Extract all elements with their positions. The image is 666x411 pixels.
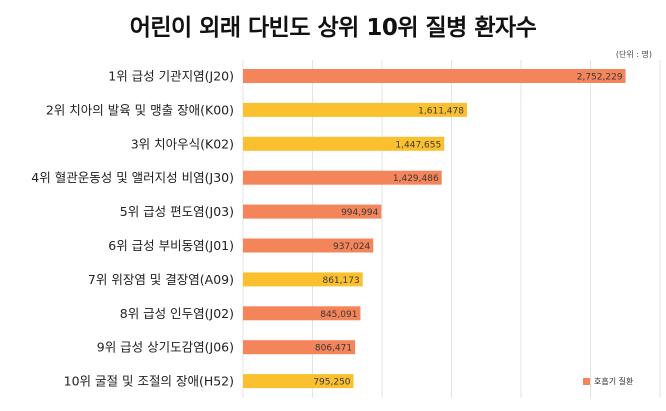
category-label: 4위 혈관운동성 및 앨러지성 비염(J30) [31, 170, 234, 185]
bar [243, 204, 382, 219]
value-label: 994,994 [341, 208, 378, 218]
category-label: 7위 위장염 및 결장염(A09) [88, 272, 234, 287]
category-label: 3위 치아우식(K02) [131, 136, 234, 151]
value-label: 1,611,478 [418, 106, 464, 116]
bar [243, 102, 467, 117]
bar [243, 136, 445, 151]
category-label: 5위 급성 편도염(J03) [120, 204, 234, 219]
value-label: 2,752,229 [577, 73, 623, 83]
category-label: 9위 급성 상기도감염(J06) [97, 340, 234, 355]
legend: 호흡기 질환 [583, 376, 633, 387]
bar [243, 306, 361, 321]
legend-swatch-respiratory [583, 378, 590, 385]
category-label: 1위 급성 기관지염(J20) [108, 69, 234, 84]
category-label: 6위 급성 부비동염(J01) [108, 238, 234, 253]
value-label: 861,173 [322, 276, 359, 286]
bar [243, 170, 442, 185]
category-label: 10위 굴절 및 조절의 장애(H52) [64, 374, 234, 389]
bar [243, 340, 356, 355]
value-label: 845,091 [320, 310, 357, 320]
value-label: 795,250 [313, 378, 350, 388]
unit-label: (단위 : 명) [615, 50, 652, 59]
bar [243, 374, 354, 389]
bar [243, 272, 363, 287]
chart-title: 어린이 외래 다빈도 상위 10위 질병 환자수 [129, 15, 537, 41]
value-label: 1,429,486 [393, 174, 439, 184]
category-label: 2위 치아의 발육 및 맹출 장애(K00) [46, 102, 234, 117]
bar [243, 238, 374, 253]
legend-label-respiratory: 호흡기 질환 [594, 377, 634, 386]
category-label: 8위 급성 인두염(J02) [120, 306, 234, 321]
value-label: 937,024 [333, 242, 370, 252]
bar [243, 69, 626, 83]
value-label: 1,447,655 [395, 140, 441, 150]
value-label: 806,471 [315, 344, 352, 354]
